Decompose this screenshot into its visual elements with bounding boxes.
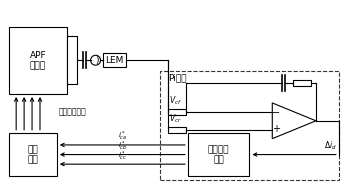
Text: $i_{cc}^*$: $i_{cc}^*$ <box>118 149 127 163</box>
Text: ): ) <box>95 56 98 65</box>
Text: 门极驱动脉冲: 门极驱动脉冲 <box>59 107 87 116</box>
Bar <box>168 109 186 115</box>
Bar <box>188 133 250 176</box>
Text: APF
主电路: APF 主电路 <box>30 50 46 70</box>
Bar <box>160 71 339 180</box>
Text: 指令电流
产生: 指令电流 产生 <box>208 145 229 164</box>
Bar <box>103 53 126 67</box>
Text: −: − <box>272 108 280 118</box>
Bar <box>293 80 311 86</box>
Text: $V_{cf}$: $V_{cf}$ <box>169 94 182 107</box>
Text: $i_{ca}^*$: $i_{ca}^*$ <box>118 130 127 143</box>
Bar <box>9 26 67 94</box>
Text: $i_{cb}^*$: $i_{cb}^*$ <box>118 140 127 153</box>
Bar <box>67 36 77 84</box>
Bar <box>9 133 57 176</box>
Text: $\Delta i_d$: $\Delta i_d$ <box>324 139 337 152</box>
Text: +: + <box>272 124 280 134</box>
Text: LEM: LEM <box>105 56 124 65</box>
Bar <box>168 127 186 133</box>
Text: $V_{cr}$: $V_{cr}$ <box>169 112 182 125</box>
Text: Pi调节: Pi调节 <box>168 73 187 82</box>
Text: 滞环
比较: 滞环 比较 <box>28 145 38 164</box>
